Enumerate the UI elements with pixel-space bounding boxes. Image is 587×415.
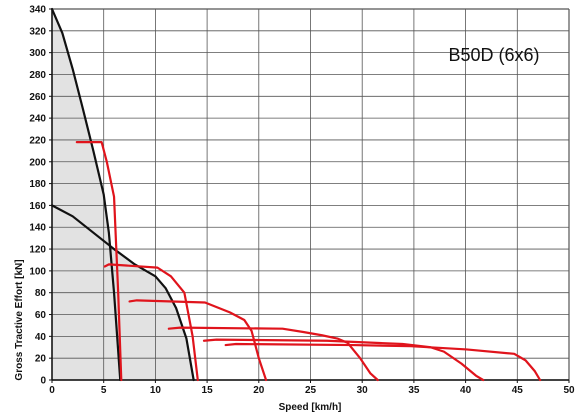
y-tick-label-340: 340 bbox=[29, 5, 46, 16]
shaded-area bbox=[52, 9, 194, 380]
y-tick-label-0: 0 bbox=[40, 376, 46, 387]
x-tick-label-25: 25 bbox=[305, 385, 317, 396]
series-gear-3 bbox=[128, 299, 268, 382]
x-tick-label-50: 50 bbox=[563, 385, 575, 396]
y-tick-label-320: 320 bbox=[29, 26, 46, 37]
y-tick-label-260: 260 bbox=[29, 92, 46, 103]
x-tick-labels: 0 5 10 15 20 25 30 35 40 45 50 bbox=[49, 385, 575, 396]
y-tick-label-40: 40 bbox=[35, 332, 47, 343]
y-tick-label-220: 220 bbox=[29, 135, 46, 146]
series-gear-2 bbox=[103, 263, 199, 382]
y-tick-label-140: 140 bbox=[29, 223, 46, 234]
y-axis-title: Gross Tractive Effort [kN] bbox=[14, 259, 25, 380]
y-tick-label-300: 300 bbox=[29, 48, 46, 59]
data-lines bbox=[50, 7, 542, 382]
shaded-region bbox=[52, 9, 194, 380]
x-tick-label-20: 20 bbox=[253, 385, 265, 396]
y-tick-label-280: 280 bbox=[29, 70, 46, 81]
x-tick-label-15: 15 bbox=[202, 385, 214, 396]
x-axis-title: Speed [km/h] bbox=[279, 402, 342, 413]
y-tick-label-120: 120 bbox=[29, 245, 46, 256]
y-tick-label-100: 100 bbox=[29, 266, 46, 277]
y-tick-label-60: 60 bbox=[35, 310, 47, 321]
x-tick-label-40: 40 bbox=[460, 385, 472, 396]
y-tick-label-20: 20 bbox=[35, 354, 47, 365]
x-tick-label-35: 35 bbox=[408, 385, 420, 396]
y-tick-labels: 0 20 40 60 80 100 120 140 160 180 200 220 240 260 280 3… bbox=[29, 5, 46, 387]
x-tick-label-5: 5 bbox=[101, 385, 107, 396]
x-tick-label-30: 30 bbox=[357, 385, 369, 396]
series-gear-6 bbox=[224, 342, 542, 382]
y-tick-label-80: 80 bbox=[35, 288, 47, 299]
y-tick-label-160: 160 bbox=[29, 201, 46, 212]
x-tick-label-45: 45 bbox=[512, 385, 524, 396]
series-envelope-lower bbox=[50, 204, 195, 382]
y-tick-label-180: 180 bbox=[29, 179, 46, 190]
x-tick-label-0: 0 bbox=[49, 385, 55, 396]
y-tick-label-200: 200 bbox=[29, 157, 46, 168]
series-gear-1 bbox=[75, 141, 123, 382]
series-gear-4 bbox=[167, 326, 379, 382]
y-tick-label-240: 240 bbox=[29, 114, 46, 125]
chart-title: B50D (6x6) bbox=[448, 45, 539, 65]
x-tick-label-10: 10 bbox=[150, 385, 162, 396]
series-envelope-upper bbox=[50, 7, 122, 382]
